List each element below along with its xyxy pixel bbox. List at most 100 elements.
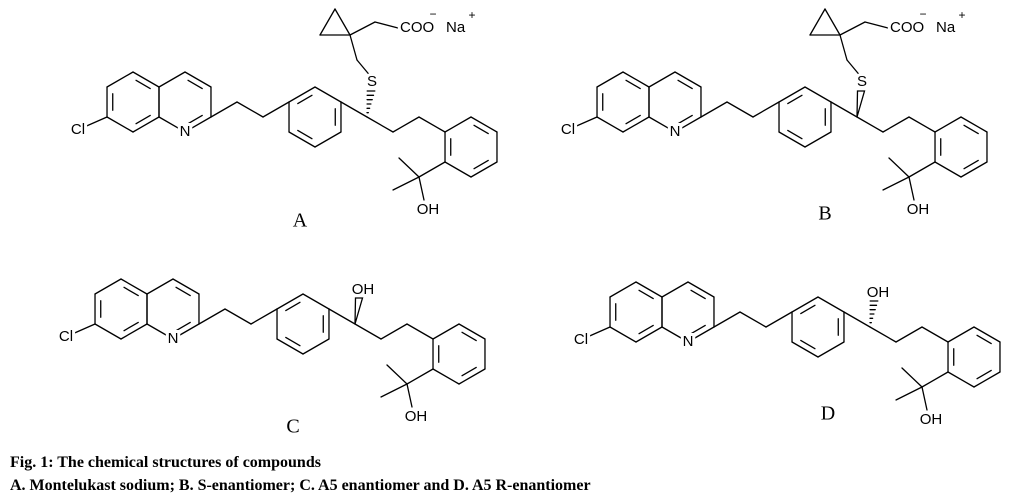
bond xyxy=(123,286,139,297)
bond xyxy=(800,304,816,315)
bond xyxy=(609,281,637,298)
bond xyxy=(314,131,342,148)
atom-label: Cl xyxy=(561,121,575,138)
bond xyxy=(804,131,832,148)
bond xyxy=(406,368,434,385)
bond xyxy=(739,311,767,328)
bond xyxy=(824,8,841,36)
bond xyxy=(713,311,741,328)
bond xyxy=(690,324,706,335)
bond xyxy=(934,161,962,178)
bond xyxy=(869,326,897,343)
bond xyxy=(638,324,654,335)
bond xyxy=(288,131,316,148)
bond xyxy=(386,364,408,385)
bond xyxy=(635,281,663,298)
bond xyxy=(843,311,871,328)
atom-label: Na xyxy=(936,19,956,36)
bond xyxy=(135,79,151,90)
bond xyxy=(809,8,826,36)
bond xyxy=(135,114,151,125)
bond xyxy=(250,308,278,325)
bond xyxy=(571,116,598,129)
bond xyxy=(787,129,803,140)
bond xyxy=(609,326,637,343)
bond xyxy=(882,116,910,133)
atom-label: S xyxy=(367,73,377,90)
bond xyxy=(921,386,928,411)
bond xyxy=(778,86,806,103)
bond xyxy=(432,323,460,340)
panel-label: C xyxy=(286,416,299,438)
atom-label: − xyxy=(919,7,926,21)
bond xyxy=(473,159,489,170)
bond xyxy=(622,116,650,133)
bond xyxy=(726,101,754,118)
bond xyxy=(963,159,979,170)
caption-description: A. Montelukast sodium; B. S-enantiomer; … xyxy=(10,477,591,494)
atom-label: COO xyxy=(400,19,434,36)
bond xyxy=(976,369,992,380)
bond xyxy=(973,326,1001,343)
bond xyxy=(687,281,715,298)
bond xyxy=(132,71,160,88)
bond xyxy=(584,326,611,339)
bond xyxy=(921,371,949,388)
bond xyxy=(921,326,949,343)
bond xyxy=(864,21,889,29)
bond xyxy=(224,308,252,325)
bond xyxy=(444,116,472,133)
bond xyxy=(356,59,373,79)
bond xyxy=(106,116,134,133)
bond xyxy=(839,34,848,61)
bond xyxy=(319,8,336,36)
atom-label: N xyxy=(683,333,694,350)
bond xyxy=(800,339,816,350)
bond xyxy=(210,101,238,118)
bond xyxy=(354,323,382,340)
bond xyxy=(340,101,368,118)
bond xyxy=(700,101,728,118)
bond xyxy=(297,129,313,140)
bond xyxy=(674,116,702,133)
bond xyxy=(846,59,863,79)
bond xyxy=(288,86,316,103)
bond xyxy=(648,71,676,88)
bond xyxy=(625,114,641,125)
bond xyxy=(596,71,624,88)
atom-label: OH xyxy=(405,408,428,425)
bond xyxy=(960,116,988,133)
atom-label: S xyxy=(857,73,867,90)
wedge-bond xyxy=(354,297,364,325)
bond xyxy=(334,8,351,36)
bond xyxy=(418,116,446,133)
bond xyxy=(398,157,420,178)
bond xyxy=(934,116,962,133)
bond xyxy=(648,116,676,133)
bond xyxy=(276,293,304,310)
bond xyxy=(175,321,191,332)
bond xyxy=(674,71,702,88)
bond xyxy=(461,331,477,342)
bond xyxy=(765,311,793,328)
bond xyxy=(960,161,988,178)
bond xyxy=(888,157,910,178)
atom-label: − xyxy=(429,7,436,21)
bond xyxy=(908,161,936,178)
bond xyxy=(470,116,498,133)
bond xyxy=(120,323,148,340)
bond xyxy=(328,308,356,325)
bond xyxy=(458,368,486,385)
atom-label: N xyxy=(670,123,681,140)
bond xyxy=(314,86,342,103)
bond xyxy=(908,176,915,201)
bond xyxy=(187,114,203,125)
atom-label: + xyxy=(468,8,475,22)
bond xyxy=(146,323,174,340)
bond xyxy=(791,296,819,313)
bond xyxy=(882,176,910,191)
bond xyxy=(184,116,212,133)
bond xyxy=(817,341,845,358)
bond xyxy=(69,323,96,336)
bond xyxy=(638,289,654,300)
